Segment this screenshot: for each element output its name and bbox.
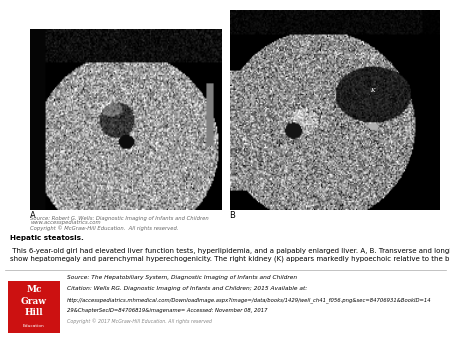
Text: http://accesspediatrics.mhmedical.com/DownloadImage.aspx?image=/data/books/1429/: http://accesspediatrics.mhmedical.com/Do… <box>67 297 431 303</box>
Text: www.accesspediatrics.com: www.accesspediatrics.com <box>30 220 101 225</box>
Text: Copyright © 2017 McGraw-Hill Education. All rights reserved: Copyright © 2017 McGraw-Hill Education. … <box>67 319 211 324</box>
Text: Source: The Hepatobiliary System, Diagnostic Imaging of Infants and Children: Source: The Hepatobiliary System, Diagno… <box>67 275 297 281</box>
Text: B: B <box>230 211 235 220</box>
Text: Mc: Mc <box>26 286 42 294</box>
Text: K: K <box>370 88 375 93</box>
Text: Graw: Graw <box>21 297 47 306</box>
Text: This 6-year-old girl had elevated liver function tests, hyperlipidemia, and a pa: This 6-year-old girl had elevated liver … <box>10 248 450 262</box>
Text: Copyright © McGraw-Hill Education.  All rights reserved.: Copyright © McGraw-Hill Education. All r… <box>30 225 179 231</box>
Text: A: A <box>30 211 36 220</box>
Text: 29&ChapterSecID=84706819&imagename= Accessed: November 08, 2017: 29&ChapterSecID=84706819&imagename= Acce… <box>67 308 267 313</box>
Text: Source: Robert G. Wells: Diagnostic Imaging of Infants and Children: Source: Robert G. Wells: Diagnostic Imag… <box>30 216 209 221</box>
Text: Citation: Wells RG. Diagnostic Imaging of Infants and Children; 2015 Available a: Citation: Wells RG. Diagnostic Imaging o… <box>67 286 307 291</box>
Text: Hepatic steatosis.: Hepatic steatosis. <box>10 235 84 241</box>
FancyBboxPatch shape <box>8 281 60 333</box>
Text: Hill: Hill <box>25 308 43 317</box>
Text: Education: Education <box>23 324 45 328</box>
